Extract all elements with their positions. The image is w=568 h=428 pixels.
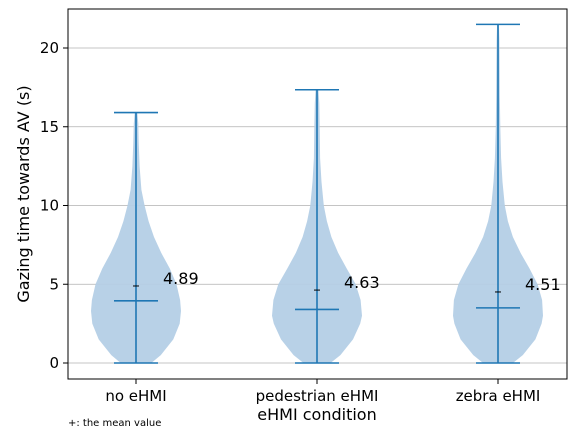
y-tick-label: 15	[40, 118, 59, 136]
x-axis-label: eHMI condition	[257, 405, 376, 424]
y-axis-label: Gazing time towards AV (s)	[14, 85, 33, 302]
mean-value-label: 4.51	[525, 275, 561, 294]
y-tick-label: 10	[40, 197, 59, 215]
mean-value-label: 4.63	[344, 273, 380, 292]
mean-value-label: 4.89	[163, 269, 199, 288]
y-tick-label: 20	[40, 39, 59, 57]
y-axis-ticks: 0 5 10 15 20	[40, 39, 68, 372]
x-axis-ticks: no eHMI pedestrian eHMI zebra eHMI	[105, 379, 540, 405]
mean-note: +: the mean value	[68, 418, 161, 428]
violin-bodies: 4.89 4.63 4.51	[91, 23, 561, 364]
x-tick-label: zebra eHMI	[456, 387, 541, 405]
x-tick-label: no eHMI	[105, 387, 166, 405]
y-tick-label: 5	[49, 275, 59, 293]
y-tick-label: 0	[49, 354, 59, 372]
x-tick-label: pedestrian eHMI	[256, 387, 379, 405]
